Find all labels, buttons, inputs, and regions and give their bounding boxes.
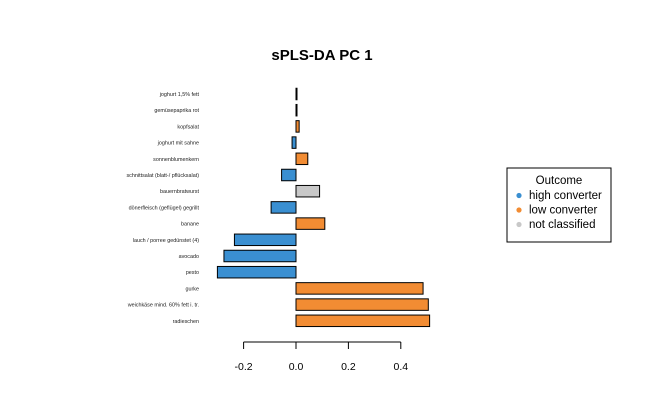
bar	[295, 282, 424, 295]
bar-label: schnittsalat (blatt-/ pflücksalat)	[126, 173, 199, 179]
bar-labels-layer: joghurt 1,5% fett gemüsepaprika rot kopfsa…	[126, 92, 199, 325]
bar	[295, 314, 431, 328]
bar	[233, 233, 297, 247]
chart-title: sPLS-DA PC 1	[271, 47, 372, 64]
bar	[270, 201, 297, 214]
bar	[295, 184, 321, 198]
bar	[216, 265, 297, 279]
bars-layer	[216, 87, 431, 328]
bar	[295, 152, 309, 166]
legend-label: not classified	[529, 219, 595, 231]
bar-label: avocado	[179, 254, 199, 260]
bar-label: joghurt 1,5% fett	[159, 92, 200, 98]
legend-entries: high converter low converter not classifie…	[516, 190, 602, 231]
legend-label: low converter	[529, 205, 598, 217]
bar	[295, 217, 326, 230]
bar	[295, 120, 300, 133]
legend-label: high converter	[529, 190, 602, 202]
legend-title: Outcome	[536, 175, 583, 187]
x-tick-label: 0.0	[289, 361, 304, 373]
bar	[295, 87, 298, 101]
bar-label: pesto	[186, 270, 199, 276]
legend-box	[506, 167, 612, 243]
bar-label: lauch / porree gedünstet (4)	[133, 238, 199, 244]
bar-label: banane	[181, 222, 199, 228]
bar-label: bauernbratwurst	[160, 189, 199, 195]
bar	[295, 103, 298, 117]
bar-label: radieschen	[173, 319, 199, 325]
legend: Outcome high converter low converter not c…	[506, 167, 612, 243]
bar-label: gurke	[186, 286, 200, 292]
bar-label: kopfsalat	[177, 124, 199, 130]
bar	[223, 249, 297, 263]
bar-label: weichkäse mind. 60% fett i. tr.	[127, 303, 199, 309]
legend-marker	[516, 221, 522, 228]
legend-marker	[516, 192, 522, 199]
bar-label: gemüsepaprika rot	[154, 108, 199, 114]
bar-label: dönerfleisch (geflügel) gegrillt	[129, 205, 200, 211]
bar	[295, 298, 429, 311]
bar	[291, 136, 297, 149]
x-tick-label: -0.2	[235, 361, 253, 373]
bar	[281, 168, 297, 182]
x-tick-label: 0.4	[393, 361, 408, 373]
bar-label: sonnenblumenkern	[153, 157, 199, 163]
bar-label: joghurt mit sahne	[157, 141, 199, 147]
legend-marker	[516, 207, 522, 213]
x-tick-label: 0.2	[341, 361, 356, 373]
x-axis: -0.2 0.0 0.2 0.4	[235, 341, 408, 373]
